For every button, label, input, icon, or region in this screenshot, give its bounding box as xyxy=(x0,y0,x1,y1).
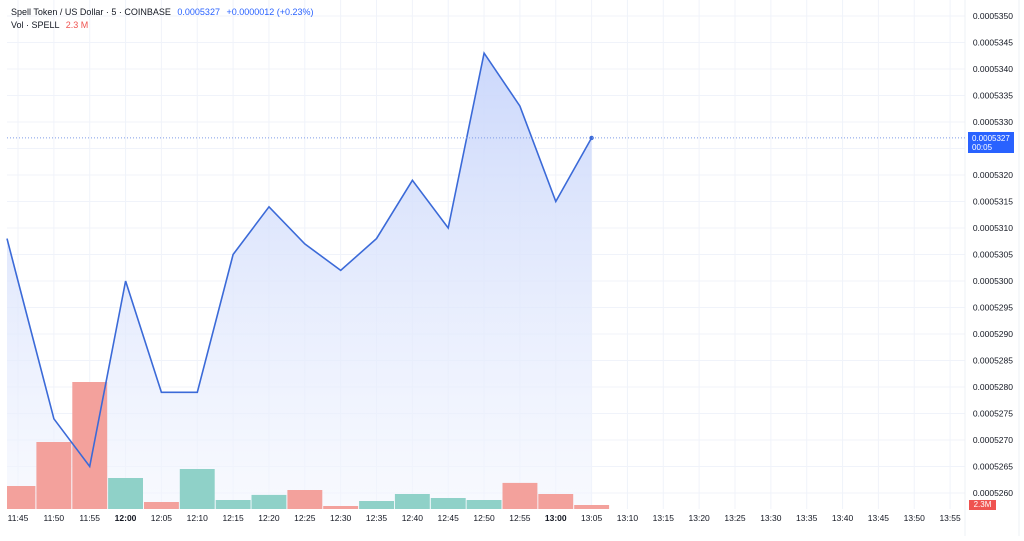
volume-bar xyxy=(144,502,179,509)
time-tick-label: 13:10 xyxy=(617,513,639,523)
volume-bar xyxy=(394,494,430,509)
time-tick-label: 13:15 xyxy=(653,513,675,523)
volume-bar xyxy=(215,500,251,509)
time-tick-label: 12:35 xyxy=(366,513,388,523)
price-tick-label: 0.0005265 xyxy=(973,462,1013,472)
time-tick-label: 12:20 xyxy=(258,513,280,523)
volume-bar xyxy=(466,500,502,509)
price-tick-label: 0.0005310 xyxy=(973,223,1013,233)
time-tick-label: 11:50 xyxy=(44,513,65,523)
volume-legend-row: Vol · SPELL 2.3 M xyxy=(11,19,314,32)
price-tick-label: 0.0005350 xyxy=(973,11,1013,21)
time-tick-label: 13:30 xyxy=(760,513,782,523)
time-tick-label: 13:25 xyxy=(724,513,746,523)
volume-bar xyxy=(287,490,323,509)
volume-bars xyxy=(7,382,610,509)
price-change: +0.0000012 (+0.23%) xyxy=(226,7,314,17)
price-area-fill xyxy=(7,53,592,509)
price-tick-label: 0.0005275 xyxy=(973,409,1013,419)
volume-bar xyxy=(251,494,287,509)
price-tick-label: 0.0005295 xyxy=(973,303,1013,313)
price-tick-label: 0.0005290 xyxy=(973,329,1013,339)
price-tick-label: 0.0005315 xyxy=(973,197,1013,207)
symbol-title[interactable]: Spell Token / US Dollar · 5 · COINBASE xyxy=(11,7,171,17)
chart-legend: Spell Token / US Dollar · 5 · COINBASE 0… xyxy=(11,6,314,32)
price-tick-label: 0.0005345 xyxy=(973,38,1013,48)
volume-value: 2.3 M xyxy=(65,20,89,30)
current-volume-label: 2.3M xyxy=(969,500,996,510)
current-price-value: 0.0005327 xyxy=(972,133,1010,143)
time-tick-label: 13:20 xyxy=(689,513,711,523)
price-tick-label: 0.0005280 xyxy=(973,382,1013,392)
price-tick-label: 0.0005285 xyxy=(973,356,1013,366)
price-tick-label: 0.0005320 xyxy=(973,170,1013,180)
price-tick-label: 0.0005260 xyxy=(973,488,1013,498)
time-tick-label: 12:45 xyxy=(438,513,460,523)
time-tick-label: 11:55 xyxy=(79,513,100,523)
volume-bar xyxy=(359,501,394,509)
volume-bar xyxy=(179,469,215,509)
last-point-marker xyxy=(589,135,594,141)
time-tick-label: 13:05 xyxy=(581,513,603,523)
time-tick-label: 13:00 xyxy=(545,513,567,523)
time-axis[interactable]: 11:45 11:50 11:55 12:00 12:05 12:10 12:15 12:20… xyxy=(8,513,961,523)
time-tick-label: 13:50 xyxy=(904,513,926,523)
time-tick-label: 13:35 xyxy=(796,513,818,523)
price-axis[interactable]: 0.0005350 0.0005345 0.0005340 0.0005335 0.00… xyxy=(973,11,1013,498)
volume-bar xyxy=(502,482,538,509)
price-tick-label: 0.0005340 xyxy=(973,64,1013,74)
time-tick-label: 12:30 xyxy=(330,513,352,523)
volume-bar xyxy=(323,506,359,509)
time-tick-label: 12:25 xyxy=(294,513,316,523)
time-tick-label: 12:00 xyxy=(115,513,137,523)
time-tick-label: 12:40 xyxy=(402,513,424,523)
bar-countdown: 00:05 xyxy=(972,142,993,152)
volume-bar xyxy=(7,486,36,509)
time-tick-label: 13:55 xyxy=(939,513,961,523)
price-tick-label: 0.0005330 xyxy=(973,117,1013,127)
volume-bar xyxy=(538,494,574,509)
symbol-legend-row: Spell Token / US Dollar · 5 · COINBASE 0… xyxy=(11,6,314,19)
time-tick-label: 12:55 xyxy=(509,513,531,523)
price-line xyxy=(6,51,594,469)
volume-bar xyxy=(108,478,143,509)
volume-title[interactable]: Vol · SPELL xyxy=(11,20,60,30)
time-tick-label: 13:45 xyxy=(868,513,890,523)
time-tick-label: 12:50 xyxy=(473,513,495,523)
time-tick-label: 12:10 xyxy=(187,513,209,523)
price-tick-label: 0.0005300 xyxy=(973,276,1013,286)
volume-bar xyxy=(574,505,610,509)
last-price: 0.0005327 xyxy=(177,7,220,17)
volume-bar xyxy=(430,498,466,509)
time-tick-label: 13:40 xyxy=(832,513,854,523)
price-tick-label: 0.0005335 xyxy=(973,91,1013,101)
time-tick-label: 12:05 xyxy=(151,513,173,523)
current-price-label: 0.0005327 00:05 xyxy=(968,131,1014,153)
time-tick-label: 12:15 xyxy=(222,513,244,523)
volume-bar xyxy=(36,442,72,509)
time-tick-label: 11:45 xyxy=(8,513,29,523)
price-tick-label: 0.0005270 xyxy=(973,435,1013,445)
price-tick-label: 0.0005305 xyxy=(973,250,1013,260)
